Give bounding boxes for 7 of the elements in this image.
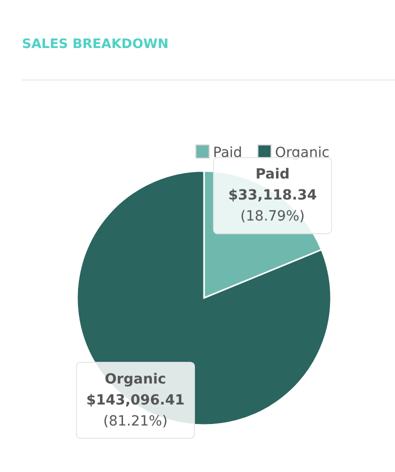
slice-label: Paid — [256, 166, 290, 183]
data-label: $33,118.34 (18.79%) — [228, 188, 318, 225]
legend-label: Organic — [275, 145, 330, 161]
legend-label: Paid — [213, 145, 242, 161]
data-label: $143,096.41 (81.21%) — [86, 392, 185, 430]
slice-label: Organic — [104, 371, 166, 388]
chart-title: SALES BREAKDOWN — [22, 37, 168, 52]
